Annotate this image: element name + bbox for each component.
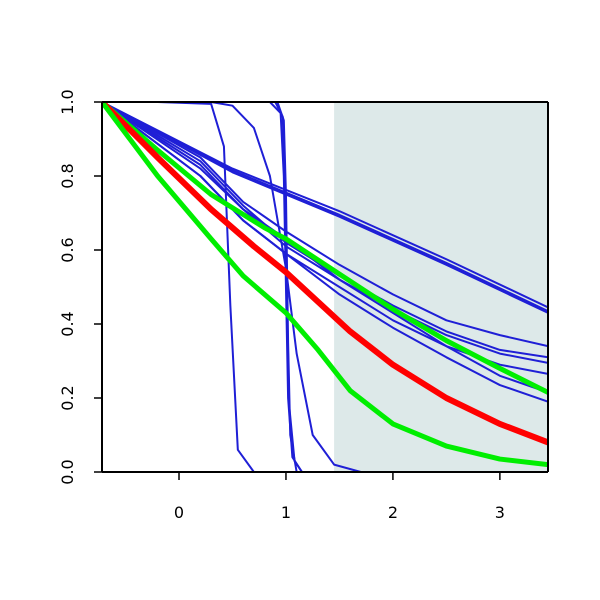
y-tick-label: 1.0: [58, 89, 77, 114]
series-line-8-blue: [102, 102, 548, 394]
y-tick-label: 0.6: [58, 237, 77, 262]
x-tick-label: 1: [281, 503, 291, 522]
x-tick-label: 0: [174, 503, 184, 522]
series-line-1-blue: [102, 102, 548, 309]
series-line-17-green: [102, 102, 548, 468]
series-line-16-red: [102, 102, 548, 446]
series-line-14-blue: [102, 102, 548, 472]
series-line-2-blue: [102, 102, 548, 313]
y-tick-label: 0.0: [58, 459, 77, 484]
shaded-region: [334, 102, 548, 472]
x-tick-label: 3: [495, 503, 505, 522]
y-tick-label: 0.2: [58, 385, 77, 410]
y-tick-label: 0.8: [58, 163, 77, 188]
y-tick-label: 0.4: [58, 311, 77, 336]
series-line-15-green: [102, 102, 548, 395]
series-layer: [102, 102, 548, 472]
plot-frame: [101, 101, 549, 473]
x-tick-label: 2: [388, 503, 398, 522]
series-line-4-blue: [102, 102, 548, 348]
y-axis-ticks: 0.0 0.2 0.4 0.6 0.8 1.0: [58, 89, 102, 485]
shaded-region-layer: [334, 102, 548, 472]
series-line-3-blue: [102, 102, 548, 314]
series-line-9-blue: [102, 102, 548, 403]
x-axis-ticks: 0 1 2 3: [174, 472, 505, 522]
